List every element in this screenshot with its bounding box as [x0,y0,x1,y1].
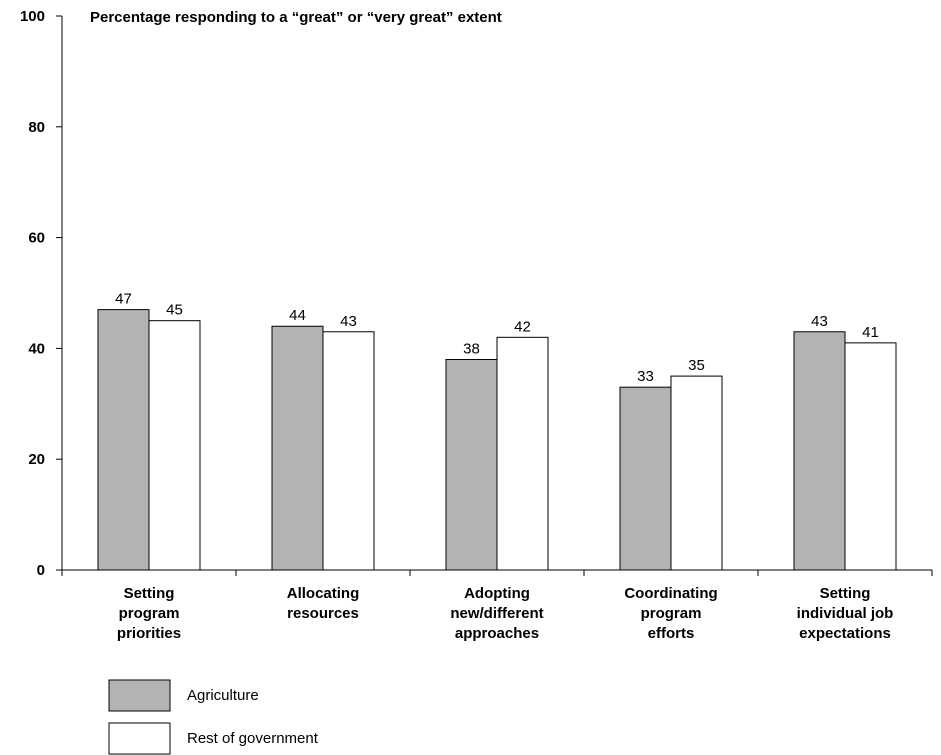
data-label: 41 [862,324,879,341]
y-tick-label: 40 [28,340,45,357]
axes: 0 20 40 60 80 100 [20,8,933,579]
category-label: priorities [117,625,181,642]
bar [670,375,723,571]
value-labels: 47 45 44 43 38 42 33 35 43 41 [115,291,879,386]
bar [148,320,201,571]
bar [445,358,498,571]
category-label: individual job [797,605,894,622]
category-labels: Setting program priorities Allocating resour… [117,585,893,642]
category-label: new/different [450,605,543,622]
category-label: resources [287,605,359,622]
bars [97,309,897,571]
data-label: 47 [115,291,132,308]
category-label: Coordinating [624,585,717,602]
data-label: 44 [289,307,306,324]
data-label: 38 [463,340,480,357]
bar [496,336,549,571]
chart-title: Percentage responding to a “great” or “v… [90,9,502,26]
y-tick-label: 100 [20,8,45,25]
data-label: 45 [166,302,183,319]
bar [793,331,846,571]
legend-label: Rest of government [187,730,319,747]
legend-label: Agriculture [187,687,259,704]
category-label: approaches [455,625,539,642]
category-label: expectations [799,625,891,642]
data-label: 43 [340,313,357,330]
data-label: 42 [514,318,531,335]
bar [97,309,150,571]
category-label: Adopting [464,585,530,602]
y-tick-label: 20 [28,451,45,468]
y-tick-label: 80 [28,119,45,136]
legend: Agriculture Rest of government [108,679,319,755]
bar [271,325,324,571]
data-label: 35 [688,357,705,374]
category-label: program [641,605,702,622]
bar [322,331,375,571]
legend-swatch [108,722,171,755]
category-label: efforts [648,625,695,642]
category-label: Allocating [287,585,360,602]
bar [844,342,897,571]
legend-swatch [108,679,171,712]
bar [619,386,672,571]
y-tick-label: 0 [37,562,45,579]
data-label: 33 [637,368,654,385]
category-label: Setting [820,585,871,602]
data-label: 43 [811,313,828,330]
category-label: Setting [124,585,175,602]
y-tick-label: 60 [28,230,45,247]
category-label: program [119,605,180,622]
